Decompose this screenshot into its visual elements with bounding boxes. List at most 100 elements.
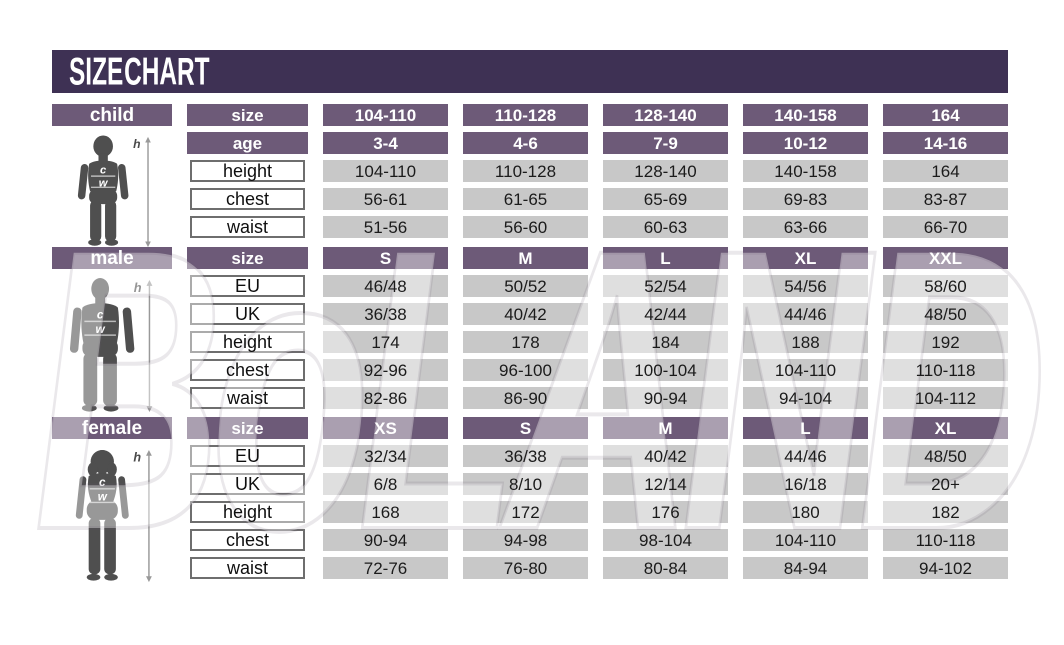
- female-waist-row-label: waist: [190, 557, 305, 579]
- male-EU-value-cell: 50/52: [463, 275, 588, 297]
- female-chest-value-cell: 98-104: [603, 529, 728, 551]
- child-chest-value-cell-text: 83-87: [923, 189, 968, 209]
- female-EU-value-cell-text: 40/42: [644, 446, 687, 466]
- female-waist-value-cell: 76-80: [463, 557, 588, 579]
- child-age-header: age: [187, 132, 308, 154]
- child-size-col-header-text: 164: [931, 105, 960, 125]
- female-waist-value-cell: 72-76: [323, 557, 448, 579]
- female-waist-value-cell-text: 72-76: [363, 558, 408, 578]
- female-UK-value-cell: 8/10: [463, 473, 588, 495]
- female-waist-value-cell: 80-84: [603, 557, 728, 579]
- male-chest-value-cell-text: 110-118: [915, 360, 976, 380]
- female-chest-value-cell-text: 110-118: [915, 530, 976, 550]
- male-size-col-header: L: [603, 247, 728, 269]
- male-EU-row-label: EU: [190, 275, 305, 297]
- page-title: SIZE CHART: [69, 49, 210, 93]
- child-age-header-text: age: [232, 133, 263, 153]
- child-chest-value-cell: 83-87: [883, 188, 1008, 210]
- male-UK-row-label-text: UK: [234, 304, 260, 324]
- section-header-child: child: [52, 104, 172, 126]
- female-EU-value-cell-text: 32/34: [364, 446, 407, 466]
- male-EU-value-cell: 52/54: [603, 275, 728, 297]
- child-age-col-header: 4-6: [463, 132, 588, 154]
- child-waist-value-cell-text: 56-60: [503, 217, 548, 237]
- child-chest-value-cell: 56-61: [323, 188, 448, 210]
- child-head: [92, 135, 113, 157]
- female-UK-value-cell-text: 20+: [931, 474, 960, 494]
- male-chest-value-cell-text: 104-110: [774, 360, 837, 380]
- male-size-header: size: [187, 247, 308, 269]
- female-UK-value-cell-text: 6/8: [373, 474, 398, 494]
- male-waist-row-label: waist: [190, 387, 305, 409]
- male-height-row-label: height: [190, 331, 305, 353]
- male-height-value-cell-text: 188: [791, 332, 820, 352]
- child-chest-value-cell-text: 69-83: [783, 189, 828, 209]
- child-age-col-header-text: 3-4: [373, 133, 398, 153]
- female-height-row-label-text: height: [222, 502, 273, 522]
- chest-letter: c: [99, 476, 106, 489]
- child-height-value-cell-text: 104-110: [354, 161, 417, 181]
- child-size-col-header-text: 110-128: [494, 105, 557, 125]
- female-waist-value-cell-text: 76-80: [503, 558, 548, 578]
- child-chest-row-label: chest: [190, 188, 305, 210]
- female-size-col-header-text: M: [658, 418, 673, 438]
- male-size-col-header-text: S: [379, 248, 392, 268]
- male-waist-value-cell-text: 104-112: [914, 388, 977, 408]
- female-size-header-text: size: [231, 418, 264, 438]
- female-height-value-cell-text: 182: [931, 502, 960, 522]
- male-height-value-cell-text: 192: [931, 332, 960, 352]
- male-size-col-header: M: [463, 247, 588, 269]
- female-size-col-header-text: L: [800, 418, 811, 438]
- child-age-col-header: 3-4: [323, 132, 448, 154]
- child-size-col-header: 164: [883, 104, 1008, 126]
- female-UK-value-cell-text: 8/10: [508, 474, 543, 494]
- male-silhouette: c w h: [52, 275, 172, 413]
- female-waist-value-cell-text: 80-84: [643, 558, 688, 578]
- male-height-value-cell-text: 174: [371, 332, 400, 352]
- child-height-row-label-text: height: [222, 161, 273, 181]
- child-waist-value-cell: 51-56: [323, 216, 448, 238]
- child-waist-value-cell-text: 66-70: [923, 217, 968, 237]
- female-EU-value-cell-text: 48/50: [924, 446, 967, 466]
- child-chest-value-cell-text: 61-65: [503, 189, 548, 209]
- child-waist-value-cell: 66-70: [883, 216, 1008, 238]
- child-age-col-header: 7-9: [603, 132, 728, 154]
- male-height-value-cell-text: 184: [651, 332, 680, 352]
- height-letter: h: [133, 451, 141, 465]
- male-EU-row-label-text: EU: [234, 276, 260, 296]
- height-letter: h: [134, 280, 142, 295]
- male-waist-value-cell: 94-104: [743, 387, 868, 409]
- male-height-value-cell: 174: [323, 331, 448, 353]
- female-chest-value-cell: 104-110: [743, 529, 868, 551]
- female-head: [94, 449, 111, 470]
- female-chest-value-cell: 94-98: [463, 529, 588, 551]
- child-height-value-cell: 110-128: [463, 160, 588, 182]
- child-height-value-cell: 104-110: [323, 160, 448, 182]
- female-size-col-header: M: [603, 417, 728, 439]
- male-height-value-cell: 192: [883, 331, 1008, 353]
- male-UK-value-cell-text: 36/38: [364, 304, 407, 324]
- section-header-male-text: male: [90, 247, 134, 269]
- male-EU-value-cell-text: 58/60: [924, 276, 967, 296]
- child-chest-value-cell: 65-69: [603, 188, 728, 210]
- female-height-value-cell-text: 168: [371, 502, 400, 522]
- male-size-col-header-text: L: [660, 248, 671, 268]
- male-waist-value-cell: 104-112: [883, 387, 1008, 409]
- child-waist-row-label-text: waist: [226, 217, 268, 237]
- female-chest-value-cell-text: 94-98: [503, 530, 548, 550]
- child-waist-row-label: waist: [190, 216, 305, 238]
- male-chest-value-cell-text: 100-104: [634, 360, 697, 380]
- male-chest-value-cell: 92-96: [323, 359, 448, 381]
- female-EU-value-cell-text: 36/38: [504, 446, 547, 466]
- child-size-col-header-text: 104-110: [354, 105, 417, 125]
- male-height-value-cell: 188: [743, 331, 868, 353]
- waist-letter: w: [98, 177, 108, 189]
- child-age-col-header: 14-16: [883, 132, 1008, 154]
- height-letter: h: [133, 137, 140, 151]
- child-height-value-cell-text: 164: [931, 161, 960, 181]
- female-chest-value-cell-text: 98-104: [639, 530, 692, 550]
- male-height-value-cell: 178: [463, 331, 588, 353]
- female-size-col-header: XS: [323, 417, 448, 439]
- male-UK-value-cell: 36/38: [323, 303, 448, 325]
- female-UK-value-cell: 20+: [883, 473, 1008, 495]
